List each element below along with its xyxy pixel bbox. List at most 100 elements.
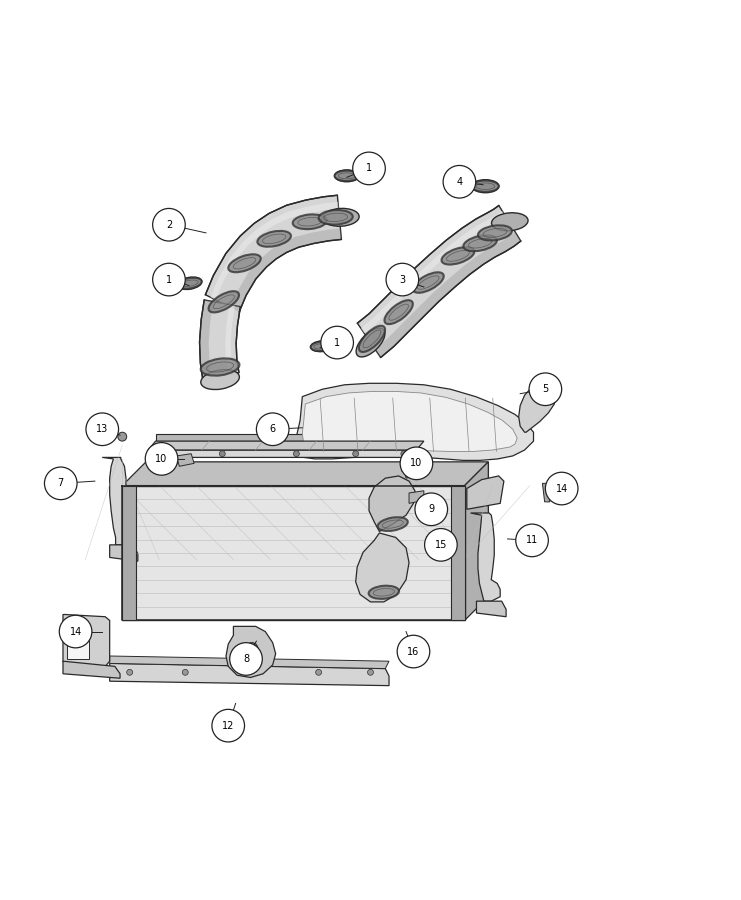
Circle shape [415, 493, 448, 526]
Text: 1: 1 [366, 164, 372, 174]
Polygon shape [471, 513, 500, 601]
Polygon shape [451, 486, 465, 620]
Text: 14: 14 [70, 626, 82, 636]
Ellipse shape [491, 212, 528, 230]
Circle shape [516, 524, 548, 557]
Polygon shape [148, 441, 424, 450]
Text: 2: 2 [166, 220, 172, 230]
Polygon shape [476, 601, 506, 617]
Polygon shape [519, 382, 557, 432]
Polygon shape [67, 635, 89, 659]
Text: 6: 6 [270, 424, 276, 435]
Polygon shape [102, 457, 132, 544]
Polygon shape [176, 454, 194, 466]
Circle shape [397, 635, 430, 668]
Ellipse shape [378, 518, 408, 531]
Circle shape [86, 413, 119, 446]
Circle shape [316, 670, 322, 675]
Ellipse shape [413, 273, 444, 292]
Ellipse shape [463, 235, 497, 251]
Ellipse shape [201, 370, 239, 390]
Ellipse shape [356, 328, 385, 357]
Polygon shape [146, 462, 488, 597]
Text: 10: 10 [156, 454, 167, 464]
Polygon shape [369, 476, 415, 532]
Circle shape [182, 670, 188, 675]
Polygon shape [302, 392, 517, 453]
Polygon shape [122, 486, 465, 620]
Polygon shape [357, 205, 521, 357]
Circle shape [118, 432, 127, 441]
Polygon shape [110, 656, 389, 669]
Circle shape [44, 467, 77, 500]
Polygon shape [404, 466, 419, 478]
Text: 1: 1 [166, 274, 172, 284]
Ellipse shape [178, 277, 202, 290]
Polygon shape [295, 383, 534, 461]
Polygon shape [63, 615, 110, 666]
Ellipse shape [359, 326, 385, 352]
Text: 10: 10 [411, 458, 422, 468]
Circle shape [230, 643, 262, 675]
Circle shape [212, 709, 245, 742]
Polygon shape [467, 476, 504, 509]
Polygon shape [542, 483, 550, 502]
Ellipse shape [310, 341, 333, 352]
Ellipse shape [310, 341, 333, 351]
Circle shape [425, 528, 457, 562]
Ellipse shape [322, 209, 359, 226]
Polygon shape [226, 626, 276, 678]
Ellipse shape [335, 171, 359, 181]
Polygon shape [361, 211, 505, 334]
Polygon shape [210, 202, 339, 300]
Text: 1: 1 [334, 338, 340, 347]
Text: 16: 16 [408, 646, 419, 657]
Circle shape [401, 451, 407, 456]
Circle shape [249, 670, 255, 675]
Ellipse shape [257, 231, 291, 247]
Polygon shape [225, 304, 235, 374]
Ellipse shape [293, 214, 327, 230]
Ellipse shape [368, 586, 399, 598]
Ellipse shape [319, 210, 353, 225]
Polygon shape [156, 434, 424, 441]
Polygon shape [122, 462, 488, 486]
Text: 14: 14 [556, 483, 568, 493]
Ellipse shape [472, 180, 499, 193]
Ellipse shape [228, 255, 261, 273]
Circle shape [529, 373, 562, 406]
Text: 9: 9 [428, 504, 434, 514]
Circle shape [219, 451, 225, 456]
Circle shape [127, 670, 133, 675]
Polygon shape [63, 662, 120, 679]
Polygon shape [375, 232, 521, 357]
Circle shape [386, 264, 419, 296]
Circle shape [160, 451, 166, 456]
Circle shape [368, 670, 373, 675]
Ellipse shape [178, 278, 202, 289]
Polygon shape [148, 450, 416, 457]
Text: 15: 15 [435, 540, 447, 550]
Text: 5: 5 [542, 384, 548, 394]
Text: 12: 12 [222, 721, 234, 731]
Ellipse shape [208, 292, 239, 312]
Text: 8: 8 [243, 654, 249, 664]
Polygon shape [110, 663, 389, 686]
Text: 7: 7 [58, 478, 64, 489]
Circle shape [145, 443, 178, 475]
Ellipse shape [472, 181, 499, 192]
Circle shape [443, 166, 476, 198]
Text: 11: 11 [526, 536, 538, 545]
Circle shape [59, 616, 92, 648]
Circle shape [293, 451, 299, 456]
Circle shape [246, 643, 258, 654]
Circle shape [153, 264, 185, 296]
Ellipse shape [201, 358, 239, 375]
Polygon shape [110, 544, 138, 562]
Ellipse shape [335, 170, 359, 182]
Polygon shape [356, 533, 409, 602]
Polygon shape [199, 300, 240, 379]
Ellipse shape [442, 248, 474, 265]
Polygon shape [409, 491, 424, 503]
Ellipse shape [385, 301, 413, 324]
